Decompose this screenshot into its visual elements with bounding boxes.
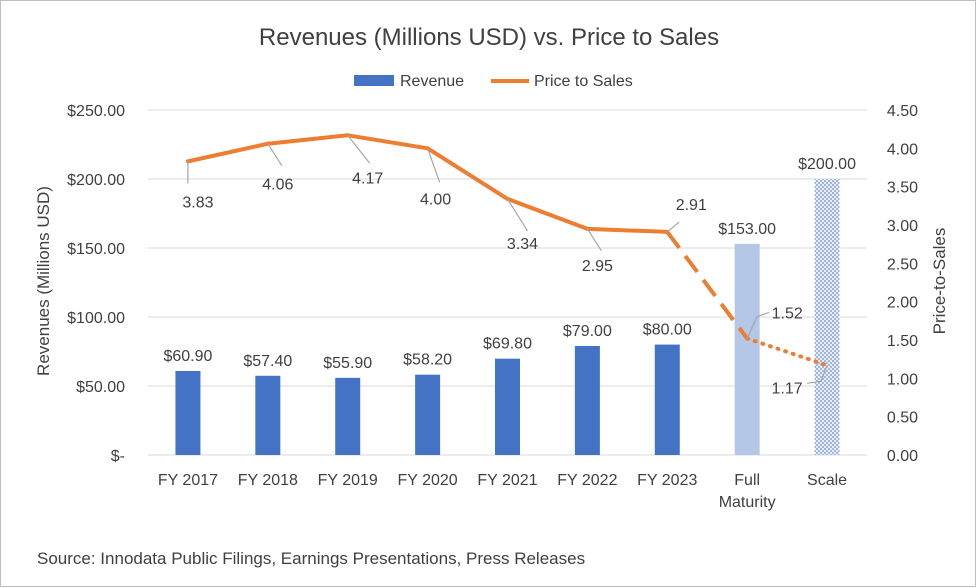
revenue-bar <box>495 358 520 455</box>
left-tick-label: $200.00 <box>67 172 125 189</box>
revenue-bar <box>255 375 281 455</box>
right-tick-label: 3.50 <box>887 180 918 197</box>
category-label: Scale <box>807 472 847 489</box>
leader-line <box>347 134 371 164</box>
price-to-sales-segment <box>745 336 830 368</box>
right-tick-label: 0.00 <box>887 448 918 465</box>
revenue-bar <box>734 243 760 455</box>
category-label: Maturity <box>719 494 776 511</box>
category-label: FY 2021 <box>477 472 537 489</box>
right-axis: 0.00 0.50 1.00 1.50 2.00 2.50 3.00 3.50 4.00 4.50 <box>887 103 918 465</box>
price-to-sales-segment <box>265 133 350 146</box>
price-to-sales-data-label: 1.52 <box>772 305 803 322</box>
price-to-sales-segment <box>505 196 590 231</box>
price-to-sales-leaders <box>187 134 828 384</box>
left-axis: $- $50.00 $100.00 $150.00 $200.00 $250.00 <box>67 103 125 465</box>
leader-line <box>746 311 770 339</box>
price-to-sales-data-label: 1.17 <box>771 380 802 397</box>
chart-title: Revenues (Millions USD) vs. Price to Sal… <box>259 24 719 51</box>
revenue-labels: $60.90 $57.40 $55.90 $58.20 $69.80 $79.00 $80.… <box>163 156 856 372</box>
price-to-sales-segment <box>665 230 749 340</box>
price-to-sales-segment <box>185 141 270 164</box>
right-tick-label: 4.50 <box>887 103 918 120</box>
price-to-sales-segment <box>425 146 510 201</box>
revenue-data-label: $58.20 <box>403 352 452 369</box>
price-to-sales-data-label: 3.34 <box>507 236 538 253</box>
right-tick-label: 3.00 <box>887 218 918 235</box>
right-axis-title: Price-to-Sales <box>930 228 949 335</box>
revenue-data-label: $153.00 <box>718 221 776 238</box>
price-to-sales-segment <box>345 133 430 151</box>
source-note: Source: Innodata Public Filings, Earning… <box>37 549 585 568</box>
price-to-sales-segment <box>585 226 670 234</box>
price-to-sales-labels: 3.83 4.06 4.17 4.00 3.34 2.95 2.91 1.52 1.17 <box>182 170 802 397</box>
revenue-bars <box>175 179 840 455</box>
category-label: FY 2020 <box>398 472 458 489</box>
category-label: FY 2022 <box>557 472 617 489</box>
leader-line <box>267 143 283 167</box>
left-tick-label: $100.00 <box>67 310 125 327</box>
leader-line <box>427 148 441 183</box>
revenue-bar <box>415 374 441 455</box>
category-label: FY 2023 <box>637 472 697 489</box>
leader-line <box>666 221 680 233</box>
leader-line <box>586 228 602 252</box>
revenue-data-label: $55.90 <box>323 355 372 372</box>
revenue-data-label: $57.40 <box>243 353 292 370</box>
category-label: Full <box>734 472 760 489</box>
revenue-data-label: $69.80 <box>483 336 532 353</box>
left-tick-label: $150.00 <box>67 241 125 258</box>
left-tick-label: $50.00 <box>76 379 125 396</box>
price-to-sales-line <box>185 133 830 368</box>
price-to-sales-data-label: 2.95 <box>582 258 613 275</box>
price-to-sales-data-label: 4.06 <box>262 177 293 194</box>
price-to-sales-data-label: 2.91 <box>676 197 707 214</box>
category-label: FY 2018 <box>238 472 298 489</box>
revenue-bar <box>814 179 840 455</box>
price-to-sales-data-label: 4.17 <box>352 170 383 187</box>
revenue-bar <box>574 345 600 455</box>
right-tick-label: 4.00 <box>887 141 918 158</box>
legend-swatch-revenue <box>354 75 394 86</box>
right-tick-label: 2.00 <box>887 295 918 312</box>
leader-line <box>506 198 529 232</box>
price-to-sales-data-label: 3.83 <box>182 194 213 211</box>
legend-label-revenue: Revenue <box>400 73 464 90</box>
revenue-bar <box>175 370 201 455</box>
revenue-data-label: $79.00 <box>563 323 612 340</box>
revenue-bar <box>335 377 361 455</box>
left-tick-label: $250.00 <box>67 103 125 120</box>
leader-line <box>806 365 828 384</box>
legend: Revenue Price to Sales <box>354 73 633 90</box>
right-tick-label: 0.50 <box>887 410 918 427</box>
right-tick-label: 1.00 <box>887 371 918 388</box>
revenue-data-label: $60.90 <box>163 348 212 365</box>
left-tick-label: $- <box>111 448 125 465</box>
right-tick-label: 1.50 <box>887 333 918 350</box>
category-label: FY 2019 <box>318 472 378 489</box>
right-tick-label: 2.50 <box>887 256 918 273</box>
price-to-sales-data-label: 4.00 <box>420 191 451 208</box>
revenue-bar <box>654 344 680 455</box>
revenue-data-label: $200.00 <box>798 156 856 173</box>
legend-label-price-to-sales: Price to Sales <box>534 73 633 90</box>
category-label: FY 2017 <box>158 472 218 489</box>
left-axis-title: Revenues (Millions USD) <box>34 186 53 376</box>
revenue-data-label: $80.00 <box>643 322 692 339</box>
category-labels: FY 2017 FY 2018 FY 2019 FY 2020 FY 2021 FY 20… <box>158 472 847 511</box>
